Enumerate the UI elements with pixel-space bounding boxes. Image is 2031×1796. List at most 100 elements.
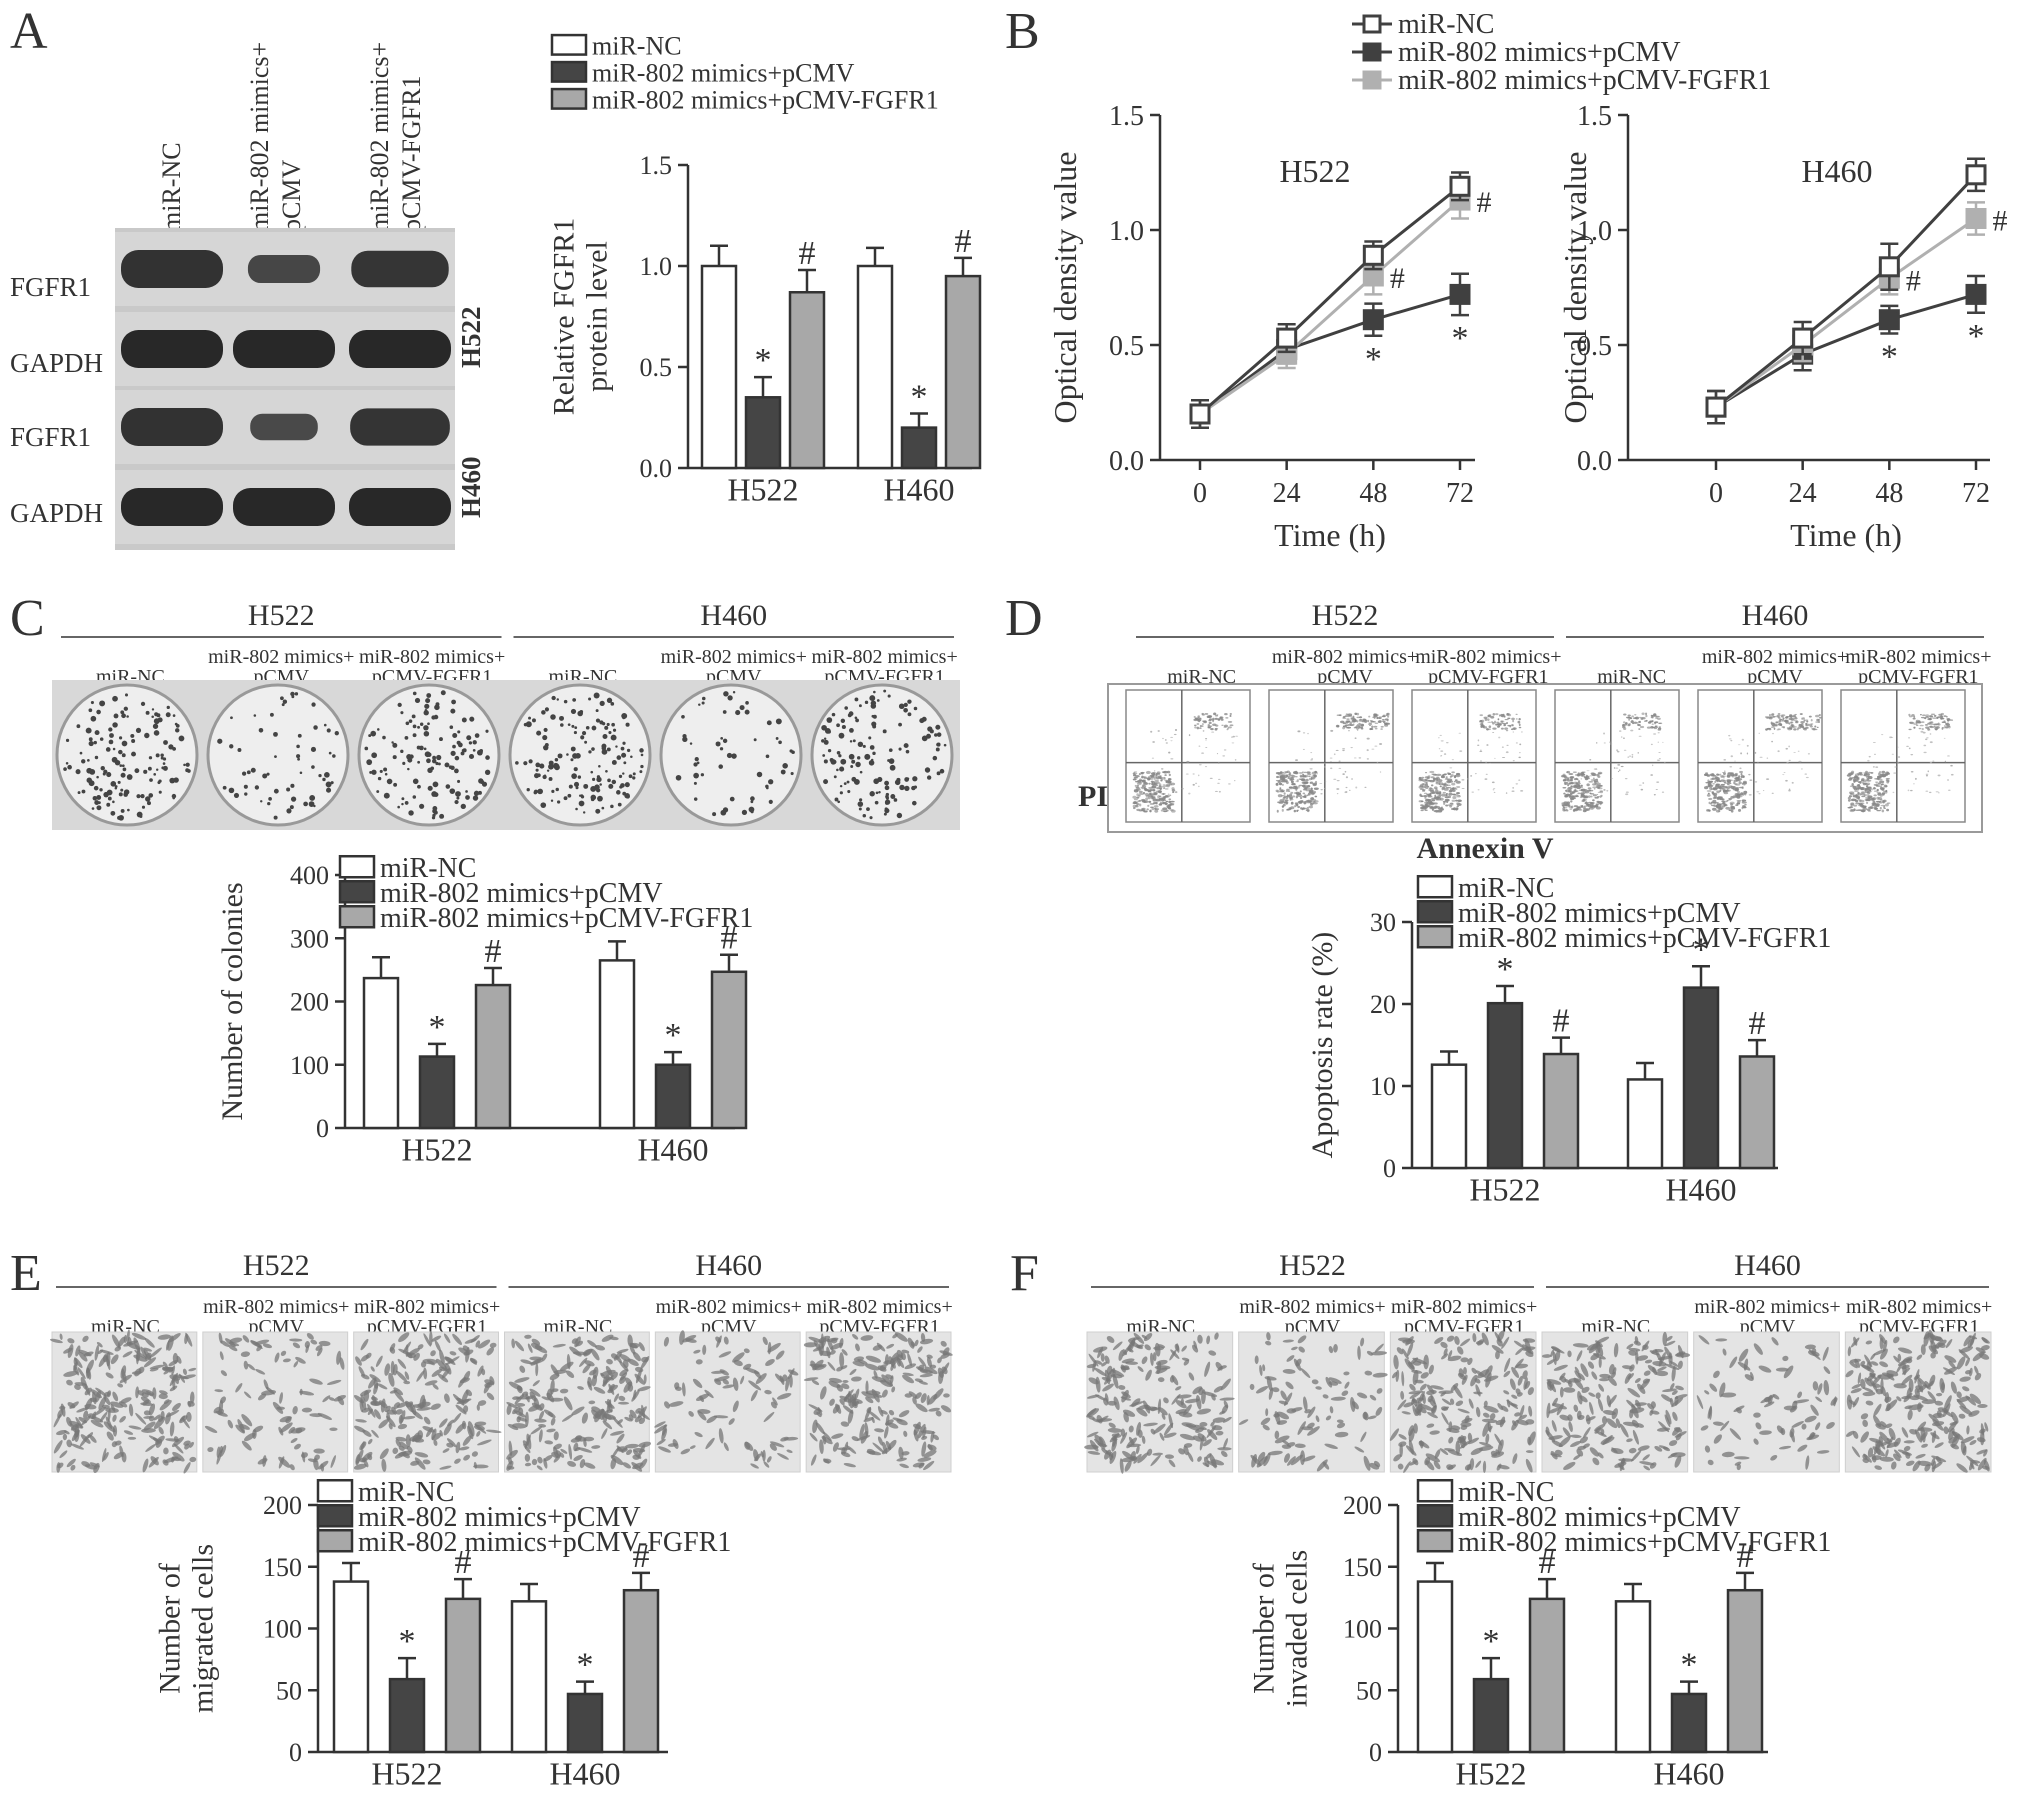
gapdh-band: [233, 488, 335, 526]
cell-shape: [414, 1452, 429, 1458]
colony-dot: [640, 764, 644, 769]
legend-label-3: miR-802 mimics+pCMV-FGFR1: [1458, 1527, 1831, 1558]
flow-event-live: [1867, 806, 1872, 809]
flow-event-late: [1358, 722, 1361, 725]
cell-shape: [1106, 1336, 1115, 1343]
cell-shape: [887, 1422, 899, 1429]
flow-event-scatter: [1891, 753, 1894, 755]
x-tick-label: 24: [1273, 478, 1301, 509]
colony-dot: [485, 729, 489, 733]
flow-event-scatter: [1657, 741, 1659, 743]
flow-event-late: [1806, 720, 1809, 723]
cell-shape: [94, 1406, 107, 1416]
colony-dot: [290, 796, 297, 802]
cell-shape: [785, 1376, 790, 1392]
flow-event-live: [1876, 809, 1881, 812]
colony-dot: [573, 767, 578, 772]
y-tick-label: 200: [1343, 1491, 1382, 1520]
flow-event-scatter: [1511, 790, 1515, 792]
colony-dot: [318, 774, 322, 778]
flow-event-live: [1726, 788, 1729, 792]
flow-event-scatter: [1947, 789, 1951, 791]
colony-dot: [936, 732, 942, 737]
flow-event-live: [1598, 787, 1603, 790]
flow-event-live: [1159, 776, 1163, 779]
legend-label-1: miR-NC: [592, 32, 682, 61]
flow-event-live: [1301, 784, 1306, 788]
cell-shape: [1104, 1393, 1109, 1403]
cell-shape: [836, 1366, 843, 1372]
flow-event-scatter: [1485, 761, 1487, 764]
flow-event-late: [1908, 715, 1913, 718]
legend-label-2: miR-802 mimics+pCMV: [1458, 1502, 1741, 1533]
cell-shape: [1429, 1430, 1440, 1435]
flow-event-scatter: [1319, 783, 1323, 784]
flow-event-late: [1362, 718, 1366, 721]
colony-dot: [601, 748, 608, 755]
flow-event-live: [1285, 795, 1289, 800]
colony-dot: [850, 765, 854, 768]
cell-shape: [536, 1465, 543, 1471]
cell-shape: [1449, 1398, 1455, 1405]
flow-event-scatter: [1653, 793, 1656, 796]
colony-dot: [425, 698, 431, 704]
flow-event-live: [1451, 803, 1454, 806]
flow-event-live: [1719, 773, 1722, 776]
colony-dot: [303, 801, 308, 807]
cell-shape: [1528, 1405, 1533, 1417]
cell-shape: [1522, 1344, 1534, 1355]
flow-event-scatter: [1342, 749, 1345, 752]
cell-shape: [219, 1396, 226, 1404]
colony-dot: [598, 764, 601, 768]
flow-event-live: [1590, 795, 1593, 798]
cell-shape: [924, 1366, 938, 1375]
colony-dot: [701, 696, 706, 701]
flow-event-late: [1196, 726, 1200, 730]
cell-shape: [750, 1389, 758, 1402]
colony-dot: [595, 788, 601, 793]
cell-shape: [184, 1443, 190, 1450]
cell-shape: [1473, 1391, 1483, 1395]
cell-shape: [907, 1352, 913, 1367]
flow-event-late: [1227, 720, 1233, 723]
cell-shape: [1527, 1436, 1532, 1445]
flow-event-scatter: [1923, 744, 1927, 747]
y-tick-label: 1.0: [1577, 216, 1612, 247]
colony-dot: [383, 767, 388, 772]
flow-event-live: [1427, 775, 1431, 777]
cell-shape: [1297, 1421, 1306, 1435]
colony-dot: [376, 790, 380, 793]
cell-shape: [444, 1393, 450, 1403]
flow-event-live: [1717, 803, 1722, 806]
cell-shape: [1192, 1386, 1203, 1395]
flow-event-late: [1342, 716, 1346, 718]
colony-dot: [163, 740, 168, 745]
cell-shape: [417, 1344, 424, 1350]
cell-shape: [610, 1454, 624, 1466]
legend-label-3: miR-802 mimics+pCMV-FGFR1: [1458, 923, 1831, 954]
cell-shape: [255, 1339, 270, 1345]
flow-event-scatter: [1445, 742, 1449, 744]
flow-event-scatter: [1488, 762, 1492, 764]
flow-event-live: [1296, 809, 1300, 812]
cell-shape: [1175, 1386, 1182, 1391]
cell-shape: [82, 1335, 89, 1343]
cell-shape: [1463, 1366, 1467, 1375]
colony-dot: [874, 800, 879, 805]
flow-event-scatter: [1606, 789, 1609, 792]
cell-shape: [110, 1404, 116, 1412]
flow-event-live: [1151, 807, 1155, 811]
cell-shape: [375, 1355, 383, 1368]
bar-h460-s1: [1626, 1078, 1664, 1170]
flow-event-late: [1631, 715, 1635, 718]
flow-event-scatter: [1625, 793, 1629, 796]
colony-dot: [723, 691, 729, 697]
flow-event-live: [1149, 809, 1152, 813]
flow-event-live: [1742, 781, 1747, 785]
colony-dot: [611, 779, 617, 785]
bar-h460-s1: [510, 1600, 548, 1754]
flow-event-scatter: [1324, 780, 1327, 783]
colony-dot: [267, 801, 271, 806]
x-tick-label: 24: [1789, 478, 1817, 509]
flow-event-scatter: [1376, 762, 1379, 763]
